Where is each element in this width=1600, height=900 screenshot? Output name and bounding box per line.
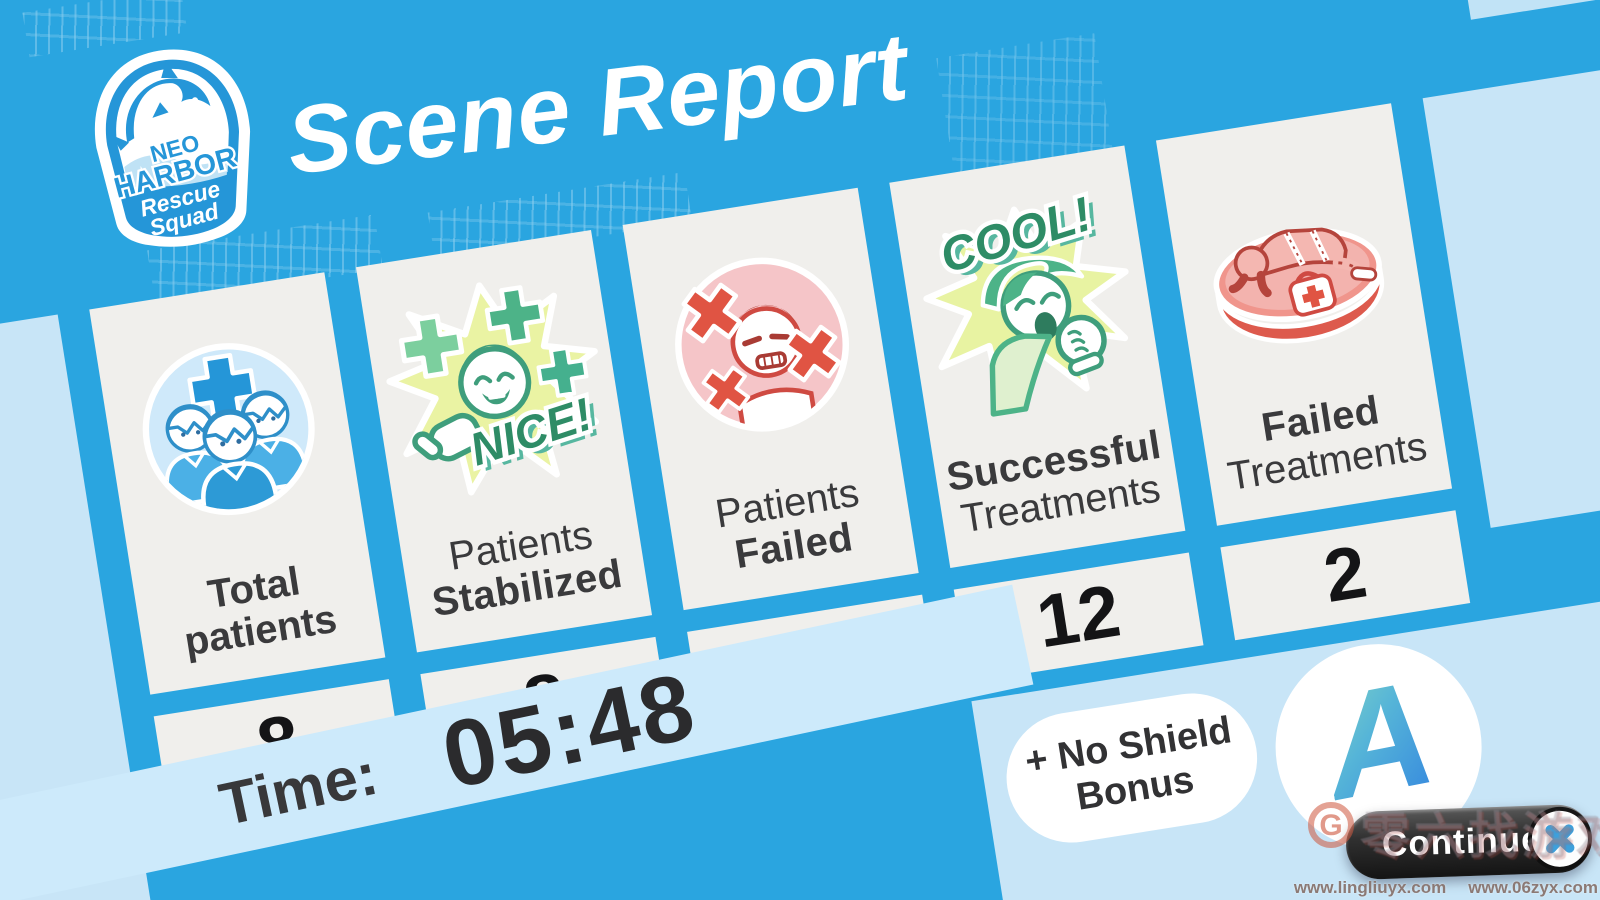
right-side-panel (1422, 23, 1600, 528)
stat-value: 2 (1220, 510, 1471, 641)
patients-group-icon (89, 272, 368, 585)
no-shield-bonus-badge: + No Shield Bonus (997, 684, 1267, 852)
failed-patient-icon (623, 188, 902, 501)
nice-sticker-icon: NICE! NICE! (356, 230, 635, 543)
stat-card: NICE! NICE! Patients Stabilized (355, 229, 653, 653)
stat-column-patients-stabilized: NICE! NICE! Patients Stabilized 8 (355, 229, 671, 767)
continue-label: Continue (1381, 819, 1543, 865)
grade-letter: A (1309, 648, 1446, 835)
cool-sticker-icon: COOL! COOL! (889, 146, 1168, 459)
stat-column-failed-treatments: Failed Treatments 2 (1155, 103, 1471, 641)
stat-label: Total patients (181, 558, 340, 665)
stat-card: Patients Failed (622, 187, 919, 611)
wave-shape (124, 154, 227, 187)
stat-column-patients-failed: Patients Failed 0 (622, 187, 937, 725)
time-label: Time: (213, 739, 384, 838)
stat-card: Failed Treatments (1155, 103, 1453, 526)
continue-button[interactable]: Continue (1344, 803, 1594, 881)
dolphin-icon (111, 60, 211, 151)
collapsed-medic-icon (1156, 103, 1435, 416)
stat-card: Total patients (89, 272, 386, 695)
stat-label: Patients Failed (712, 470, 862, 577)
rescue-squad-logo: NEO HARBOR Rescue Squad (72, 33, 277, 261)
top-right-corner-panel (1395, 0, 1600, 20)
stat-column-successful-treatments: COOL! COOL! Successful Treatments 12 (889, 145, 1204, 683)
stat-column-total-patients: Total patients 8 (89, 272, 404, 810)
stat-card: COOL! COOL! Successful Treatments (889, 145, 1186, 568)
x-button-icon[interactable] (1530, 809, 1589, 868)
